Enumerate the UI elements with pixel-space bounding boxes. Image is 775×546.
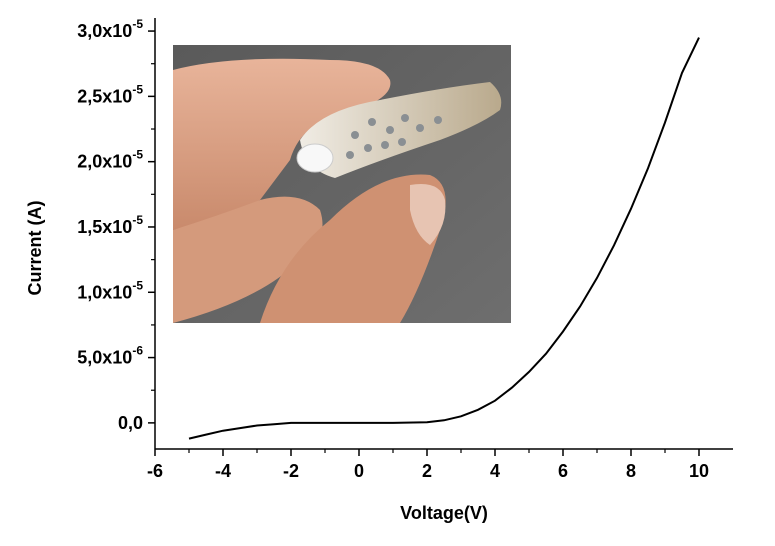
y-tick-exponent: -5: [132, 148, 143, 162]
y-tick-label: 2,0x10-5: [77, 148, 143, 172]
y-tick-mantissa: 5,0x10: [77, 348, 132, 368]
x-axis-title: Voltage(V): [400, 503, 488, 523]
y-tick-exponent: -5: [132, 213, 143, 227]
series-line: [188, 37, 700, 440]
x-tick-label: -2: [283, 461, 299, 481]
axes: [154, 18, 733, 450]
y-tick-exponent: -5: [132, 17, 143, 31]
y-tick-exponent: -5: [132, 82, 143, 96]
inset-photo: [173, 45, 511, 323]
x-tick-label: 2: [422, 461, 432, 481]
x-tick-label: -4: [215, 461, 231, 481]
y-tick-exponent: -5: [132, 278, 143, 292]
y-tick-mantissa: 2,0x10: [77, 152, 132, 172]
y-tick-mantissa: 0,0: [118, 413, 143, 433]
y-tick-label: 0,0: [118, 413, 143, 433]
x-tick-label: -6: [147, 461, 163, 481]
y-axis-title: Current (A): [25, 201, 45, 296]
y-tick-exponent: -6: [132, 344, 143, 358]
x-tick-label: 8: [626, 461, 636, 481]
x-tick-label: 0: [354, 461, 364, 481]
x-tick-label: 6: [558, 461, 568, 481]
x-tick-label: 4: [490, 461, 500, 481]
y-tick-mantissa: 1,0x10: [77, 282, 132, 302]
y-tick-label: 3,0x10-5: [77, 17, 143, 41]
y-tick-mantissa: 2,5x10: [77, 86, 132, 106]
x-tick-label: 10: [689, 461, 709, 481]
y-tick-mantissa: 3,0x10: [77, 21, 132, 41]
y-tick-label: 1,5x10-5: [77, 213, 143, 237]
y-tick-label: 1,0x10-5: [77, 278, 143, 302]
x-ticks: -6 -4 -2 0 2 4 6 8 10: [147, 449, 709, 481]
y-tick-label: 2,5x10-5: [77, 82, 143, 106]
y-tick-mantissa: 1,5x10: [77, 217, 132, 237]
y-tick-label: 5,0x10-6: [77, 344, 143, 368]
y-ticks: 0,05,0x10-61,0x10-51,5x10-52,0x10-52,5x1…: [77, 17, 155, 433]
